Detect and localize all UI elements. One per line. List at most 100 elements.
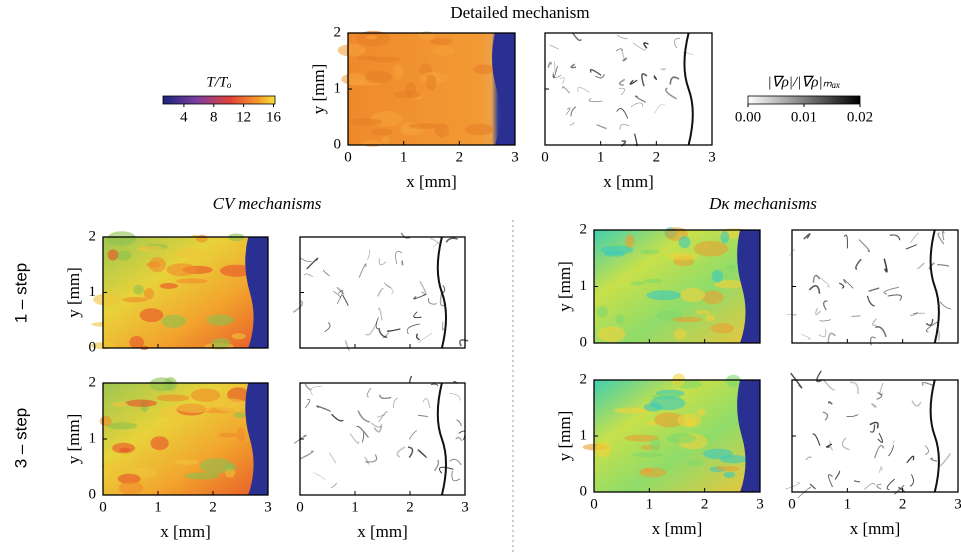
image-stroke	[441, 321, 445, 331]
image-blob	[381, 135, 390, 145]
image-stroke	[673, 38, 681, 49]
image-stroke	[413, 293, 427, 300]
image-blob	[705, 314, 715, 322]
image-stroke	[874, 326, 887, 338]
image-stroke	[336, 290, 344, 304]
image-stroke	[377, 287, 384, 297]
image-stroke	[876, 483, 882, 490]
image-stroke	[378, 327, 388, 339]
image-stroke	[618, 87, 625, 96]
y-axis-label: y [mm]	[555, 411, 574, 462]
image-stroke	[375, 317, 379, 330]
image-blob	[174, 248, 209, 259]
image-blob	[218, 432, 237, 438]
image-blob	[224, 463, 237, 471]
image-stroke	[855, 258, 862, 271]
group-title: CV mechanisms	[213, 194, 322, 213]
x-axis-label: x [mm]	[603, 172, 654, 191]
image-stroke	[559, 77, 565, 85]
image-blob	[341, 73, 369, 86]
image-stroke	[378, 307, 383, 321]
image-stroke	[825, 443, 833, 448]
image-stroke	[407, 446, 414, 458]
y-tick-label: 2	[89, 228, 97, 244]
image	[300, 383, 465, 495]
image-stroke	[401, 260, 404, 266]
image-stroke	[911, 400, 922, 407]
image-stroke	[883, 286, 900, 295]
image-blob	[642, 467, 653, 475]
image-stroke	[858, 239, 871, 252]
image-blob	[680, 287, 706, 303]
image-blob	[597, 326, 626, 343]
image-blob	[337, 44, 366, 57]
y-tick-label: 1	[580, 278, 588, 294]
image-stroke	[349, 433, 360, 444]
image-stroke	[451, 470, 461, 482]
image-stroke	[303, 273, 313, 278]
image-stroke	[433, 459, 440, 472]
image-stroke	[654, 103, 665, 114]
image-stroke	[937, 264, 950, 267]
y-tick-label: 1	[89, 284, 97, 300]
image-blob	[106, 422, 138, 430]
image-blob	[176, 403, 212, 413]
x-tick-label: 0	[99, 499, 107, 515]
image-stroke	[365, 454, 378, 463]
y-axis-label: y [mm]	[555, 261, 574, 312]
image-stroke	[834, 470, 841, 480]
image-blob	[143, 288, 155, 300]
image-blob	[111, 401, 129, 407]
image-blob	[161, 314, 186, 328]
image-front	[929, 229, 940, 344]
image-stroke	[455, 436, 463, 442]
image-stroke	[396, 446, 406, 458]
image-blob	[720, 230, 730, 244]
image-blob	[654, 412, 685, 428]
image-stroke	[924, 445, 929, 456]
image-blob	[684, 418, 697, 427]
image-stroke	[596, 123, 607, 130]
x-tick-label: 1	[154, 499, 162, 515]
image-stroke	[809, 483, 816, 490]
image-blob	[715, 466, 741, 472]
image-stroke	[313, 472, 326, 481]
image-blob	[625, 234, 635, 248]
image-cold	[245, 237, 268, 348]
image-blob	[595, 442, 612, 457]
image-stroke	[843, 234, 848, 249]
image-blob	[231, 333, 246, 340]
image-stroke	[910, 311, 919, 317]
image-stroke	[549, 44, 559, 50]
x-tick-label: 0	[788, 496, 796, 512]
image-stroke	[408, 375, 413, 384]
image-blob	[93, 293, 122, 306]
image-blob	[613, 407, 650, 414]
image-stroke	[891, 440, 895, 445]
image-stroke	[547, 61, 553, 68]
image-stroke	[913, 312, 926, 315]
image-stroke	[653, 75, 658, 80]
image-stroke	[408, 430, 418, 440]
image-blob	[643, 278, 663, 284]
x-tick-label: 3	[461, 499, 469, 515]
image-stroke	[925, 318, 934, 326]
x-tick-label: 3	[708, 149, 716, 165]
image-blob	[137, 245, 165, 252]
image-blob	[714, 280, 745, 289]
image-stroke	[619, 124, 630, 130]
image-stroke	[827, 474, 834, 488]
image-blob	[199, 458, 234, 474]
image-blob	[694, 240, 729, 257]
image-blob	[646, 290, 682, 301]
image-blob	[166, 263, 198, 277]
image-blob	[392, 64, 404, 80]
image-stroke	[322, 269, 330, 276]
image-blob	[666, 433, 697, 444]
image-stroke	[552, 72, 562, 79]
y-tick-label: 1	[580, 427, 588, 443]
image-blob	[349, 118, 383, 126]
image-stroke	[570, 106, 577, 117]
image-blob	[701, 290, 724, 305]
image-stroke	[812, 274, 821, 283]
